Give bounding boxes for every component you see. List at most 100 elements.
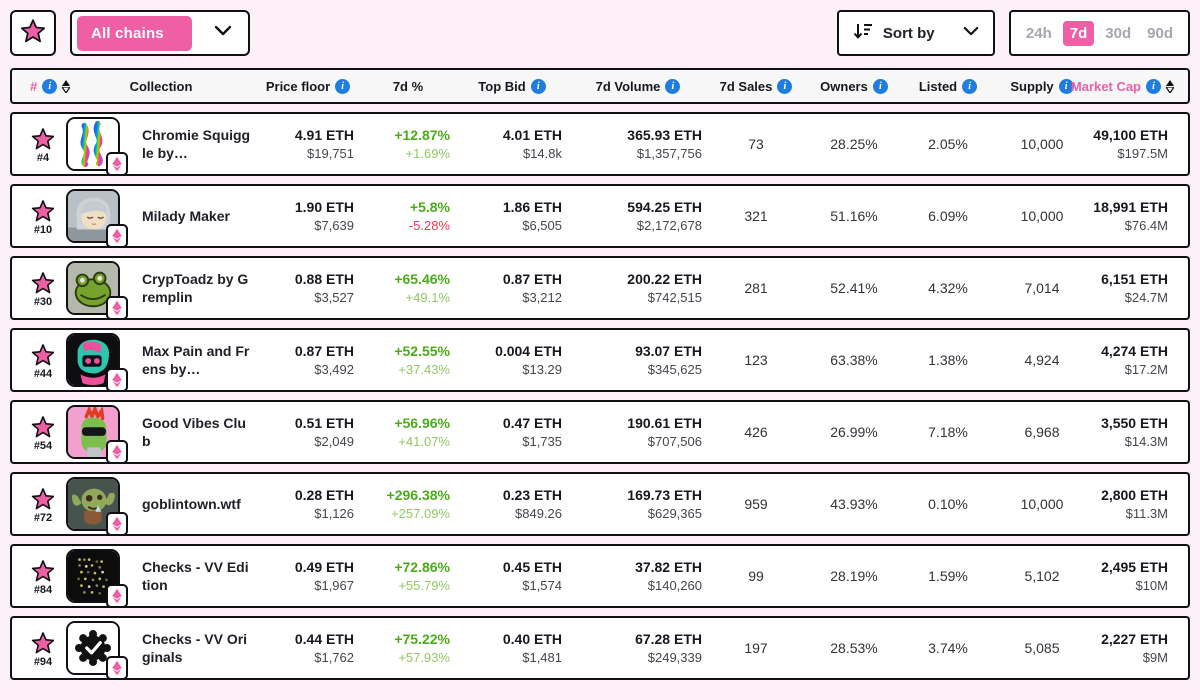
change-main: +296.38% (386, 487, 450, 503)
sales-7d-column-header[interactable]: 7d Sales i (708, 78, 804, 94)
top-bid-usd: $849.26 (515, 506, 562, 521)
price-floor-usd: $1,762 (314, 650, 354, 665)
listed-column-header[interactable]: Listed i (904, 78, 992, 94)
collection-thumbnail (66, 549, 128, 608)
info-icon[interactable]: i (530, 78, 546, 94)
owners-cell: 28.25% (830, 136, 878, 152)
rank-cell: #54 (20, 413, 66, 452)
timeframe-tab[interactable]: 90d (1147, 24, 1173, 42)
supply-column-header[interactable]: Supply i (992, 78, 1092, 94)
collection-row[interactable]: #54 Good Vibes Club 0.51 ETH $2,049 +56.… (10, 400, 1190, 464)
top-bid-usd: $13.29 (522, 362, 562, 377)
supply-cell: 5,085 (1024, 640, 1060, 656)
market-cap-usd: $197.5M (1117, 146, 1168, 161)
favorite-star-icon[interactable] (31, 343, 55, 367)
timeframe-tab[interactable]: 24h (1025, 24, 1052, 42)
info-icon[interactable]: i (1146, 78, 1161, 94)
info-icon[interactable]: i (42, 78, 58, 94)
timeframe-tab[interactable]: 30d (1105, 24, 1132, 42)
market-cap-eth: 6,151 ETH (1101, 271, 1168, 287)
info-icon[interactable]: i (665, 78, 681, 94)
owners-cell: 28.19% (830, 568, 878, 584)
collection-name: Max Pain and Frens by… (142, 342, 250, 377)
collection-row[interactable]: #44 Max Pain and Frens by… 0.87 ETH $3,4… (10, 328, 1190, 392)
price-floor-eth: 1.90 ETH (294, 199, 354, 215)
market-cap-column-header[interactable]: Market Cap i (1071, 78, 1174, 94)
price-floor-cell: 0.28 ETH $1,126 (256, 487, 360, 521)
price-floor-eth: 0.88 ETH (294, 271, 354, 287)
chain-filter-dropdown[interactable]: All chains (70, 10, 250, 56)
market-cap-usd: $14.3M (1124, 434, 1168, 449)
change-main: +72.86% (394, 559, 450, 575)
top-bid-usd: $1,574 (522, 578, 562, 593)
volume-7d-column-header[interactable]: 7d Volume i (568, 78, 708, 94)
volume-7d-cell: 93.07 ETH $345,625 (568, 343, 708, 377)
collection-image (66, 405, 120, 459)
price-floor-cell: 0.44 ETH $1,762 (256, 631, 360, 665)
market-cap-usd: $17.2M (1124, 362, 1168, 377)
change-7d-cell: +65.46% +49.1% (360, 271, 456, 305)
collection-row[interactable]: #30 CrypToadz by Gremplin 0.88 ETH $3,52… (10, 256, 1190, 320)
supply-cell: 10,000 (1020, 136, 1064, 152)
info-icon[interactable]: i (962, 78, 978, 94)
collection-column-header[interactable]: Collection (129, 78, 193, 94)
volume-usd: $345,625 (647, 362, 702, 377)
volume-eth: 594.25 ETH (627, 199, 702, 215)
top-bid-column-header[interactable]: Top Bid i (456, 78, 568, 94)
favorite-star-icon[interactable] (31, 199, 55, 223)
price-floor-column-header[interactable]: Price floor i (256, 78, 360, 94)
info-icon[interactable]: i (777, 78, 793, 94)
info-icon[interactable]: i (335, 78, 351, 94)
collection-row[interactable]: #10 Milady Maker 1.90 ETH $7,639 +5.8% -… (10, 184, 1190, 248)
favorite-star-icon[interactable] (31, 415, 55, 439)
price-floor-cell: 0.88 ETH $3,527 (256, 271, 360, 305)
market-cap-usd: $11.3M (1125, 506, 1168, 521)
listed-cell: 6.09% (928, 208, 968, 224)
listed-cell: 2.05% (928, 136, 968, 152)
sort-by-dropdown[interactable]: Sort by (836, 10, 995, 56)
timeframe-selector: 24h 7d 30d 90d (1008, 10, 1190, 56)
market-cap-usd: $76.4M (1124, 218, 1168, 233)
market-cap-eth: 49,100 ETH (1093, 127, 1168, 143)
market-cap-eth: 3,550 ETH (1101, 415, 1168, 431)
market-cap-eth: 2,800 ETH (1101, 487, 1168, 503)
change-secondary: +41.07% (398, 434, 450, 449)
sort-arrows-icon[interactable] (1166, 79, 1174, 93)
rank-cell: #84 (20, 557, 66, 596)
info-icon[interactable]: i (872, 78, 888, 94)
chain-filter-selected: All chains (77, 15, 192, 51)
change-7d-cell: +52.55% +37.43% (360, 343, 456, 377)
favorite-star-icon[interactable] (31, 487, 55, 511)
collection-row[interactable]: #4 Chromie Squiggle by… 4.91 ETH $19,751… (10, 112, 1190, 176)
info-icon[interactable]: i (1058, 78, 1074, 94)
market-cap-eth: 2,495 ETH (1101, 559, 1168, 575)
listed-cell: 4.32% (928, 280, 968, 296)
sort-arrows-icon[interactable] (62, 79, 71, 93)
rank-column-header[interactable]: # i (20, 78, 71, 94)
favorite-star-icon[interactable] (31, 271, 55, 295)
favorites-filter-button[interactable] (10, 10, 56, 56)
collection-row[interactable]: #84 Checks - VV Edition 0.49 ETH $1,967 … (10, 544, 1190, 608)
collection-name: goblintown.wtf (142, 495, 241, 512)
change-7d-column-header[interactable]: 7d % (392, 78, 424, 94)
market-cap-usd: $10M (1135, 578, 1168, 593)
favorite-star-icon[interactable] (31, 631, 55, 655)
market-cap-eth: 4,274 ETH (1101, 343, 1168, 359)
timeframe-tab[interactable]: 7d (1062, 20, 1095, 46)
change-main: +56.96% (394, 415, 450, 431)
collection-image (66, 189, 120, 243)
ethereum-chain-badge-icon (106, 224, 128, 248)
favorite-star-icon[interactable] (31, 127, 55, 151)
sort-icon (853, 22, 873, 45)
favorite-star-icon[interactable] (31, 559, 55, 583)
price-floor-cell: 4.91 ETH $19,751 (256, 127, 360, 161)
owners-cell: 43.93% (830, 496, 878, 512)
collection-thumbnail (66, 189, 128, 248)
top-bid-eth: 0.40 ETH (502, 631, 562, 647)
market-cap-eth: 2,227 ETH (1101, 631, 1168, 647)
collection-row[interactable]: #72 goblintown.wtf 0.28 ETH $1,126 +296.… (10, 472, 1190, 536)
rank-number: #10 (33, 223, 53, 236)
market-cap-cell: 2,800 ETH $11.3M (1092, 487, 1174, 521)
collection-row[interactable]: #94 Checks - VV Originals 0.44 ETH $1,76… (10, 616, 1190, 680)
owners-column-header[interactable]: Owners i (804, 78, 904, 94)
